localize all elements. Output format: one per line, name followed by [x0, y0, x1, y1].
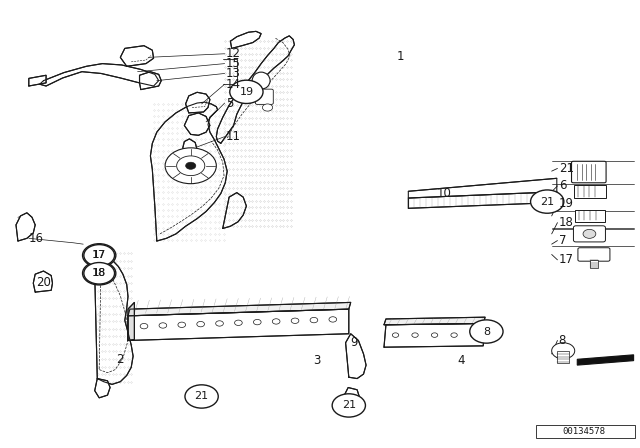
Circle shape — [583, 229, 596, 238]
Text: 00134578: 00134578 — [562, 427, 605, 436]
Circle shape — [451, 333, 458, 337]
Text: 10: 10 — [436, 187, 451, 200]
Polygon shape — [95, 379, 110, 398]
Circle shape — [177, 156, 205, 176]
Circle shape — [186, 162, 196, 169]
Polygon shape — [577, 355, 634, 365]
Polygon shape — [216, 36, 294, 143]
Circle shape — [332, 394, 365, 417]
Polygon shape — [223, 193, 246, 228]
Circle shape — [230, 80, 263, 103]
Text: 15: 15 — [226, 57, 241, 70]
Text: 20: 20 — [36, 276, 51, 289]
Polygon shape — [150, 102, 227, 241]
Circle shape — [83, 262, 116, 285]
Text: 5: 5 — [226, 96, 234, 110]
Text: 6: 6 — [559, 179, 566, 193]
Circle shape — [392, 333, 399, 337]
Polygon shape — [16, 213, 35, 241]
Polygon shape — [120, 46, 154, 66]
Circle shape — [431, 333, 438, 337]
Circle shape — [197, 322, 205, 327]
Text: 19: 19 — [239, 87, 253, 97]
Text: 17: 17 — [92, 250, 106, 260]
Circle shape — [262, 104, 273, 111]
Polygon shape — [128, 302, 351, 316]
Text: 3: 3 — [314, 354, 321, 367]
Bar — [536, 425, 635, 438]
Text: 19: 19 — [559, 197, 573, 211]
Polygon shape — [184, 113, 210, 135]
Circle shape — [310, 317, 317, 323]
Polygon shape — [128, 309, 349, 340]
FancyBboxPatch shape — [572, 161, 606, 183]
FancyBboxPatch shape — [255, 89, 273, 104]
Polygon shape — [140, 72, 161, 90]
Polygon shape — [95, 252, 133, 384]
Circle shape — [83, 244, 116, 267]
Circle shape — [216, 321, 223, 326]
Circle shape — [470, 333, 477, 337]
Polygon shape — [33, 271, 52, 292]
Circle shape — [235, 320, 243, 325]
Ellipse shape — [252, 72, 270, 89]
Polygon shape — [408, 178, 557, 198]
Polygon shape — [384, 317, 485, 325]
Circle shape — [329, 317, 337, 322]
Text: 9: 9 — [351, 336, 358, 349]
Circle shape — [140, 323, 148, 329]
Bar — [590, 260, 598, 268]
Polygon shape — [40, 64, 159, 86]
Circle shape — [273, 319, 280, 324]
Bar — [557, 351, 569, 363]
Circle shape — [178, 322, 186, 327]
FancyBboxPatch shape — [573, 226, 605, 242]
Bar — [574, 185, 606, 198]
FancyBboxPatch shape — [578, 248, 610, 261]
Text: 12: 12 — [226, 47, 241, 60]
Circle shape — [253, 319, 261, 325]
Text: 17: 17 — [559, 253, 573, 267]
Text: 4: 4 — [458, 354, 465, 367]
Text: 21: 21 — [195, 392, 209, 401]
Text: 8: 8 — [559, 334, 566, 347]
Circle shape — [531, 190, 564, 213]
Text: 11: 11 — [226, 130, 241, 143]
Text: 16: 16 — [29, 232, 44, 245]
Polygon shape — [346, 334, 366, 379]
Text: 8: 8 — [483, 327, 490, 336]
Text: 21: 21 — [540, 197, 554, 207]
Polygon shape — [128, 302, 134, 340]
Polygon shape — [186, 92, 210, 113]
Text: 14: 14 — [226, 78, 241, 91]
Text: 17: 17 — [93, 250, 106, 260]
Circle shape — [185, 385, 218, 408]
Circle shape — [412, 333, 419, 337]
Text: 2: 2 — [116, 353, 124, 366]
Circle shape — [84, 245, 115, 266]
Text: 13: 13 — [226, 67, 241, 80]
Circle shape — [291, 318, 299, 323]
Polygon shape — [29, 75, 46, 86]
Text: 18: 18 — [92, 268, 106, 278]
Text: 7: 7 — [559, 234, 566, 247]
Circle shape — [165, 148, 216, 184]
Text: 21: 21 — [342, 401, 356, 410]
Bar — [575, 210, 605, 222]
Polygon shape — [384, 323, 485, 347]
Circle shape — [84, 263, 115, 284]
Text: 1: 1 — [397, 49, 404, 63]
Text: 18: 18 — [559, 216, 573, 229]
Circle shape — [552, 343, 575, 359]
Polygon shape — [408, 192, 557, 208]
Polygon shape — [182, 139, 197, 158]
Circle shape — [159, 323, 167, 328]
Circle shape — [470, 320, 503, 343]
Text: 21: 21 — [559, 162, 573, 175]
Polygon shape — [344, 388, 360, 404]
Text: 18: 18 — [93, 268, 106, 278]
Polygon shape — [230, 31, 261, 48]
